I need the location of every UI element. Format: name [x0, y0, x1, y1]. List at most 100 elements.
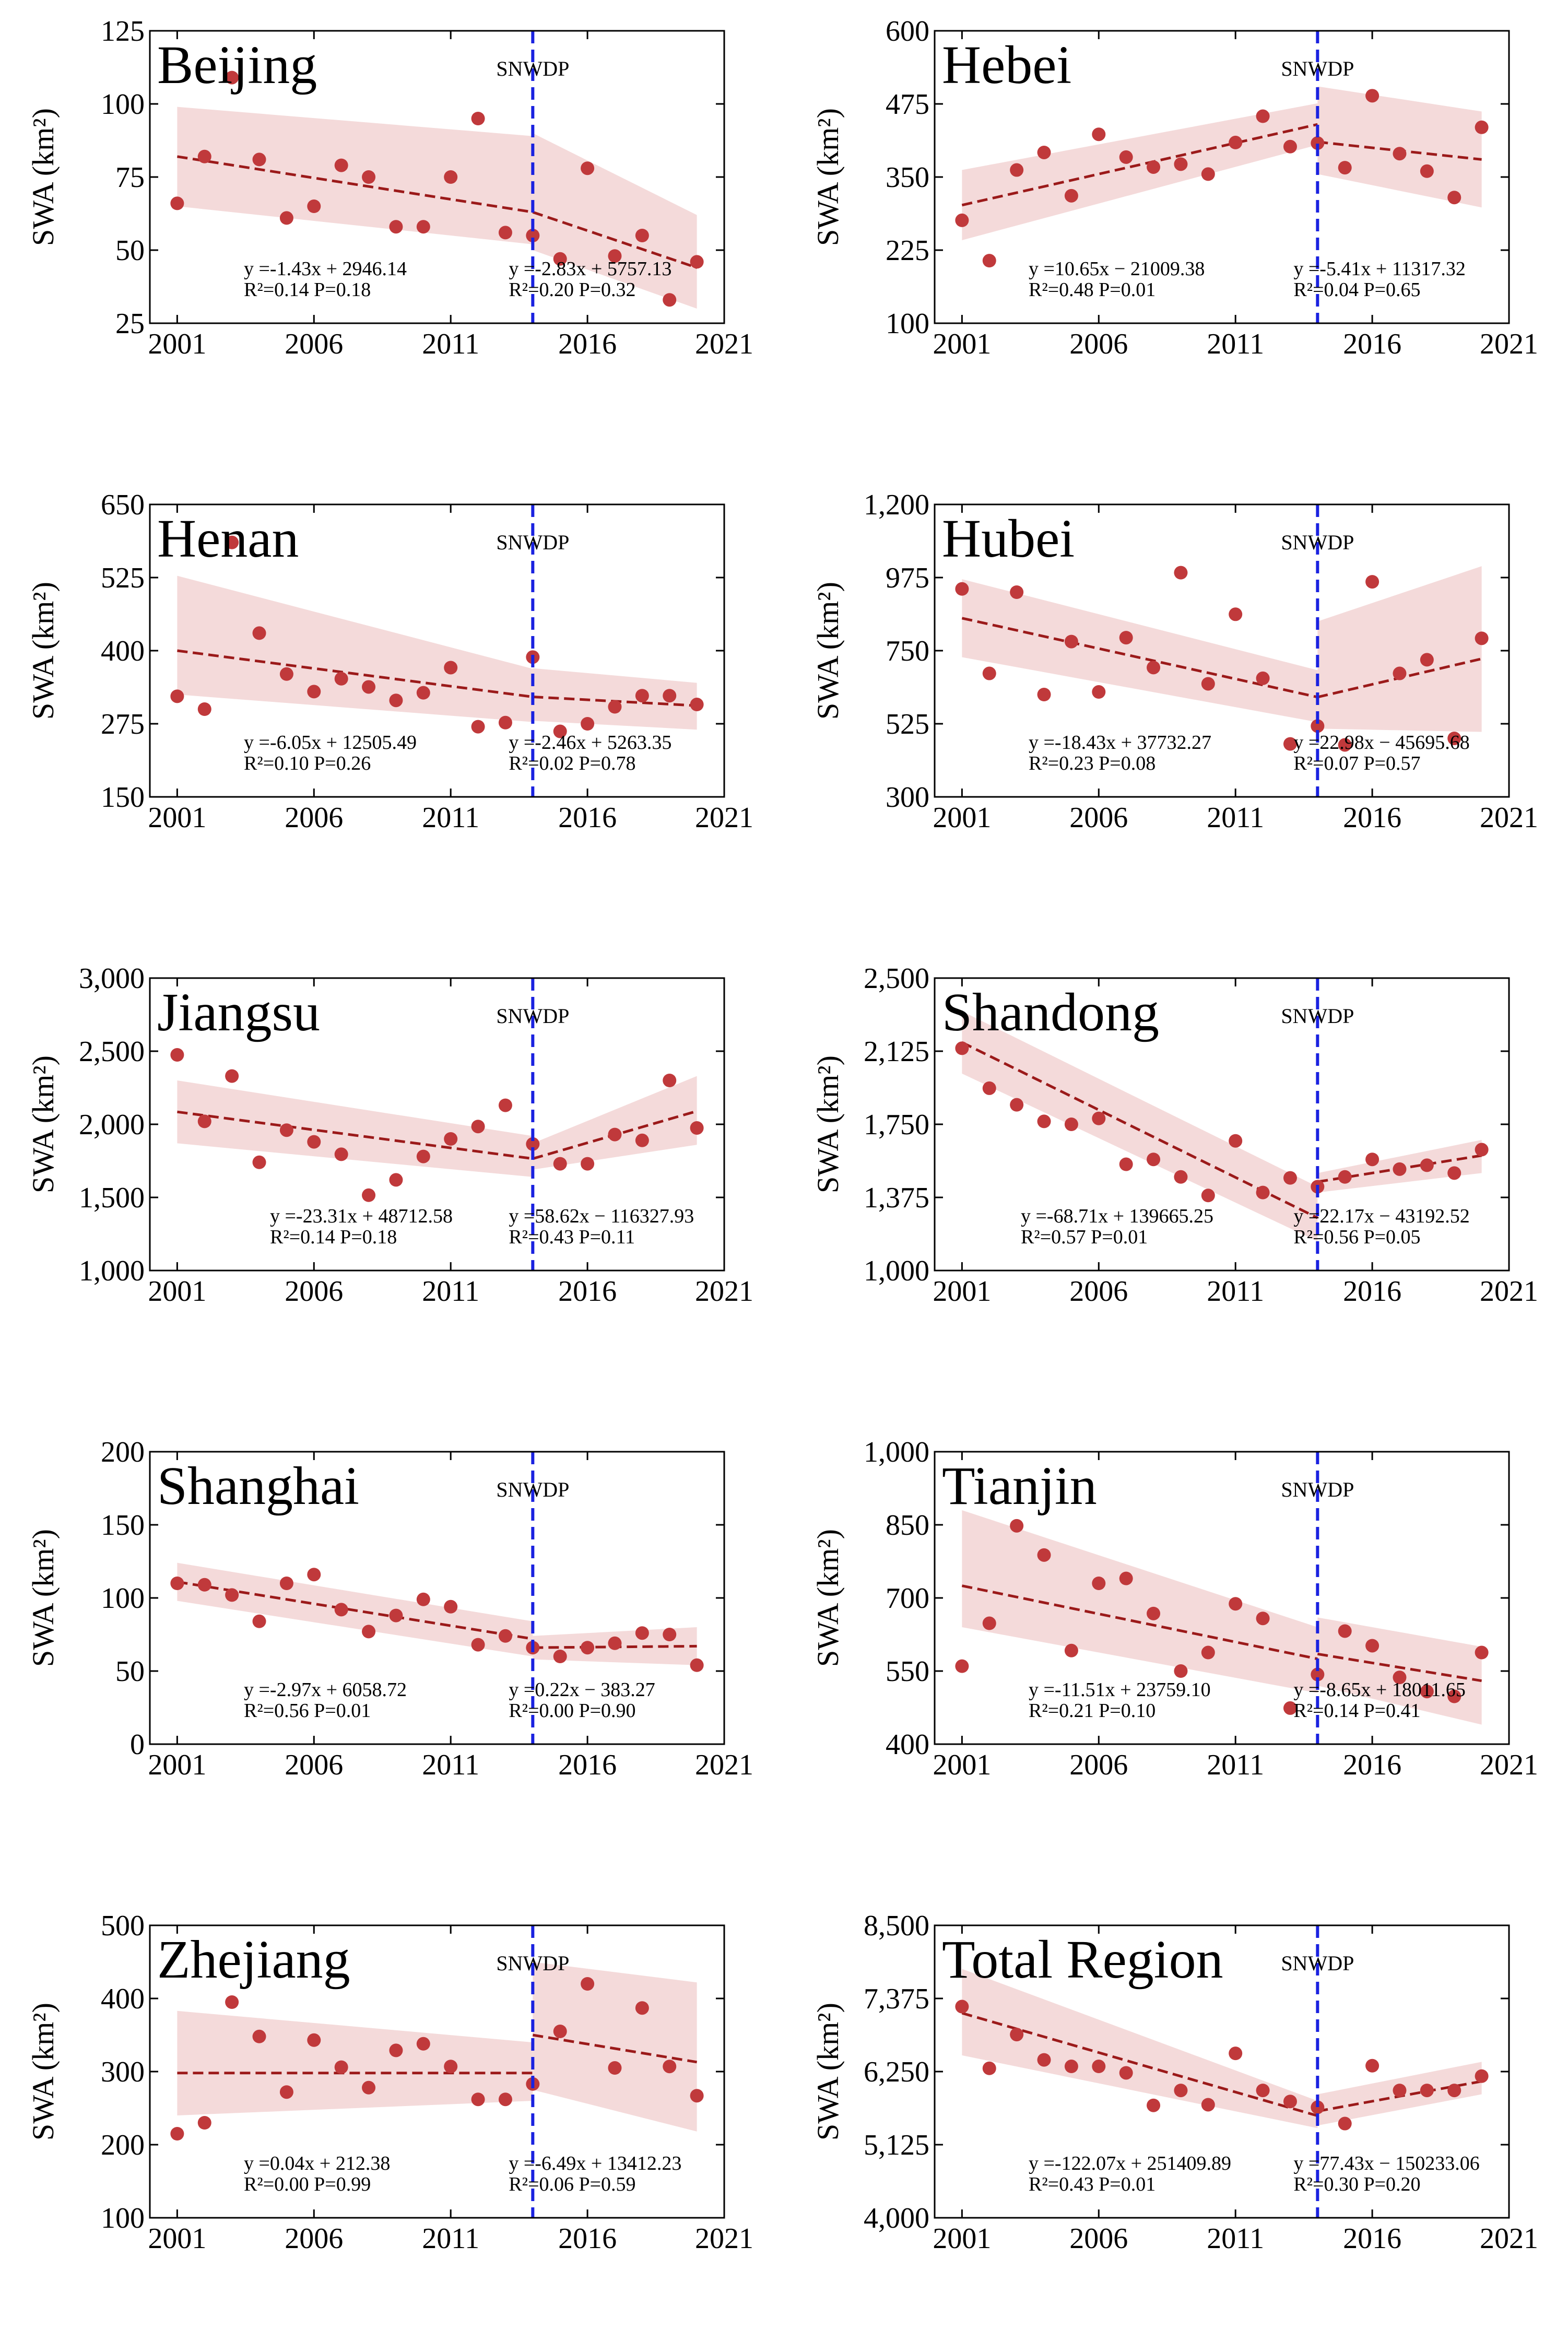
data-point-2011[interactable]	[1229, 135, 1243, 149]
data-point-2006[interactable]	[1092, 1111, 1106, 1125]
data-point-2009[interactable]	[389, 2043, 403, 2057]
data-point-2018[interactable]	[635, 2001, 649, 2015]
data-point-2002[interactable]	[197, 702, 211, 716]
data-point-2005[interactable]	[279, 2085, 293, 2099]
data-point-2013[interactable]	[1283, 1171, 1297, 1185]
data-point-2002[interactable]	[197, 1114, 211, 1128]
data-point-2008[interactable]	[362, 1625, 376, 1639]
data-point-2014[interactable]	[1311, 136, 1325, 150]
data-point-2006[interactable]	[307, 1568, 321, 1582]
data-point-2013[interactable]	[1283, 1701, 1297, 1715]
data-point-2005[interactable]	[279, 667, 293, 681]
data-point-2009[interactable]	[389, 1173, 403, 1187]
data-point-2001[interactable]	[170, 196, 184, 210]
data-point-2008[interactable]	[362, 680, 376, 694]
data-point-2002[interactable]	[982, 666, 996, 680]
data-point-2010[interactable]	[1201, 2098, 1215, 2112]
data-point-2013[interactable]	[1283, 737, 1297, 751]
data-point-2006[interactable]	[307, 2033, 321, 2047]
data-point-2018[interactable]	[635, 1626, 649, 1640]
data-point-2005[interactable]	[1064, 1643, 1078, 1657]
data-point-2002[interactable]	[982, 1081, 996, 1095]
data-point-2011[interactable]	[444, 1132, 458, 1146]
data-point-2002[interactable]	[197, 2116, 211, 2130]
data-point-2013[interactable]	[498, 1098, 512, 1112]
data-point-2004[interactable]	[1037, 1548, 1051, 1562]
data-point-2015[interactable]	[1338, 161, 1352, 175]
data-point-2019[interactable]	[663, 1074, 677, 1087]
data-point-2004[interactable]	[1037, 2053, 1051, 2067]
data-point-2012[interactable]	[471, 1638, 485, 1652]
data-point-2015[interactable]	[1338, 738, 1352, 752]
data-point-2009[interactable]	[1174, 566, 1188, 580]
data-point-2007[interactable]	[334, 158, 348, 172]
data-point-2009[interactable]	[1174, 2084, 1188, 2098]
data-point-2014[interactable]	[1311, 719, 1325, 733]
data-point-2007[interactable]	[1119, 631, 1133, 645]
data-point-2007[interactable]	[334, 672, 348, 686]
data-point-2011[interactable]	[444, 1600, 458, 1614]
data-point-2013[interactable]	[498, 226, 512, 240]
data-point-2004[interactable]	[252, 2029, 266, 2043]
data-point-2018[interactable]	[635, 229, 649, 242]
data-point-2006[interactable]	[1092, 127, 1106, 142]
data-point-2002[interactable]	[197, 149, 211, 163]
data-point-2001[interactable]	[955, 582, 969, 596]
data-point-2014[interactable]	[526, 229, 540, 242]
data-point-2019[interactable]	[1447, 1689, 1461, 1703]
data-point-2019[interactable]	[663, 689, 677, 703]
data-point-2003[interactable]	[1010, 163, 1024, 177]
data-point-2008[interactable]	[362, 170, 376, 184]
data-point-2008[interactable]	[1147, 160, 1161, 174]
data-point-2011[interactable]	[1229, 1134, 1243, 1148]
data-point-2015[interactable]	[553, 252, 567, 266]
data-point-2020[interactable]	[1475, 1143, 1489, 1157]
data-point-2019[interactable]	[1447, 2084, 1461, 2098]
data-point-2002[interactable]	[982, 254, 996, 268]
data-point-2003[interactable]	[225, 535, 239, 549]
data-point-2008[interactable]	[1147, 2098, 1161, 2112]
data-point-2017[interactable]	[608, 2061, 622, 2075]
data-point-2020[interactable]	[690, 1121, 704, 1135]
data-point-2007[interactable]	[1119, 1571, 1133, 1585]
data-point-2004[interactable]	[1037, 1114, 1051, 1128]
data-point-2001[interactable]	[170, 2127, 184, 2141]
data-point-2017[interactable]	[1393, 1162, 1407, 1176]
data-point-2012[interactable]	[471, 1120, 485, 1134]
data-point-2011[interactable]	[444, 2060, 458, 2074]
data-point-2011[interactable]	[444, 661, 458, 675]
data-point-2020[interactable]	[690, 698, 704, 712]
data-point-2001[interactable]	[955, 213, 969, 227]
data-point-2010[interactable]	[1201, 1189, 1215, 1203]
data-point-2017[interactable]	[608, 1127, 622, 1142]
data-point-2017[interactable]	[1393, 666, 1407, 680]
data-point-2020[interactable]	[690, 1658, 704, 1672]
data-point-2018[interactable]	[635, 1133, 649, 1147]
data-point-2009[interactable]	[389, 220, 403, 234]
data-point-2016[interactable]	[1365, 89, 1380, 103]
data-point-2016[interactable]	[581, 1977, 595, 1991]
data-point-2015[interactable]	[1338, 2116, 1352, 2131]
data-point-2004[interactable]	[252, 1155, 266, 1169]
data-point-2009[interactable]	[1174, 157, 1188, 171]
data-point-2005[interactable]	[1064, 634, 1078, 649]
data-point-2003[interactable]	[1010, 1098, 1024, 1112]
data-point-2014[interactable]	[1311, 1667, 1325, 1681]
data-point-2017[interactable]	[1393, 147, 1407, 161]
data-point-2001[interactable]	[170, 1577, 184, 1590]
data-point-2003[interactable]	[225, 70, 239, 85]
data-point-2014[interactable]	[1311, 2100, 1325, 2114]
data-point-2016[interactable]	[581, 1641, 595, 1655]
data-point-2016[interactable]	[1365, 1639, 1380, 1653]
data-point-2004[interactable]	[252, 626, 266, 640]
data-point-2018[interactable]	[1420, 1685, 1434, 1699]
data-point-2012[interactable]	[471, 112, 485, 125]
data-point-2019[interactable]	[663, 1628, 677, 1641]
data-point-2007[interactable]	[334, 1147, 348, 1161]
data-point-2003[interactable]	[1010, 1519, 1024, 1533]
data-point-2002[interactable]	[982, 2061, 996, 2075]
data-point-2017[interactable]	[608, 1636, 622, 1650]
data-point-2019[interactable]	[663, 2060, 677, 2074]
data-point-2004[interactable]	[252, 1614, 266, 1628]
data-point-2010[interactable]	[416, 686, 430, 700]
